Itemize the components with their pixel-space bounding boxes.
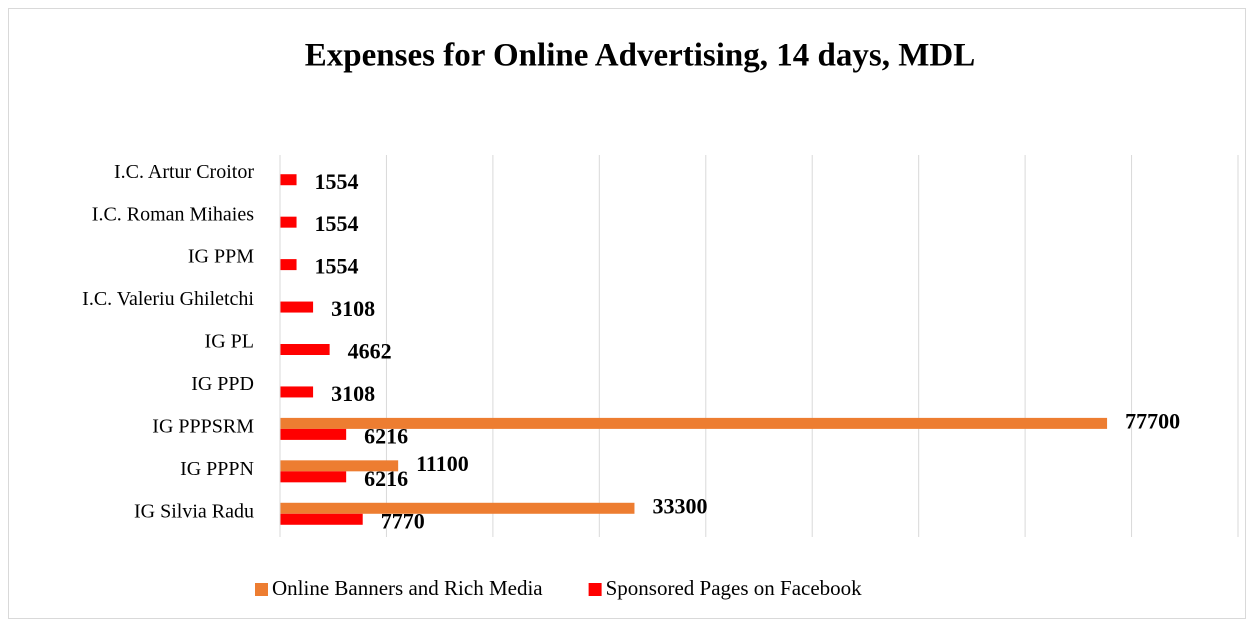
data-label: 6216 bbox=[364, 423, 408, 448]
data-label: 3108 bbox=[331, 381, 375, 406]
legend-swatch bbox=[255, 583, 268, 596]
data-label: 6216 bbox=[364, 466, 408, 491]
chart-title: Expenses for Online Advertising, 14 days… bbox=[305, 38, 975, 74]
bar bbox=[280, 471, 347, 483]
y-tick-label: IG PPPSRM bbox=[152, 415, 254, 437]
y-tick-label: IG PPPN bbox=[180, 458, 254, 480]
bar bbox=[280, 502, 635, 514]
data-label: 3108 bbox=[331, 296, 375, 321]
data-label: 33300 bbox=[652, 493, 707, 518]
legend-label: Sponsored Pages on Facebook bbox=[606, 576, 863, 600]
bar bbox=[280, 216, 297, 228]
y-tick-label: I.C. Valeriu Ghiletchi bbox=[82, 288, 254, 310]
y-tick-label: IG Silvia Radu bbox=[134, 500, 254, 522]
chart-frame bbox=[8, 8, 1246, 619]
data-label: 1554 bbox=[315, 211, 359, 236]
legend-label: Online Banners and Rich Media bbox=[272, 576, 543, 600]
data-label: 1554 bbox=[315, 254, 359, 279]
bar bbox=[280, 174, 297, 186]
data-label: 1554 bbox=[315, 169, 359, 194]
data-label: 77700 bbox=[1125, 408, 1180, 433]
bar bbox=[280, 428, 347, 440]
y-tick-label: IG PL bbox=[205, 331, 254, 353]
bar bbox=[280, 417, 1108, 429]
y-tick-label: IG PPD bbox=[191, 373, 254, 395]
bar bbox=[280, 344, 330, 355]
bar bbox=[280, 386, 314, 398]
legend-swatch bbox=[588, 583, 602, 596]
bar bbox=[280, 301, 314, 313]
bar bbox=[280, 513, 363, 525]
data-label: 11100 bbox=[416, 451, 469, 476]
bar bbox=[280, 460, 399, 472]
y-tick-label: IG PPM bbox=[188, 246, 254, 268]
bar bbox=[280, 259, 297, 271]
y-tick-label: I.C. Artur Croitor bbox=[114, 161, 254, 183]
y-tick-label: I.C. Roman Mihaies bbox=[92, 203, 254, 225]
data-label: 4662 bbox=[348, 339, 392, 364]
data-label: 7770 bbox=[381, 508, 425, 533]
